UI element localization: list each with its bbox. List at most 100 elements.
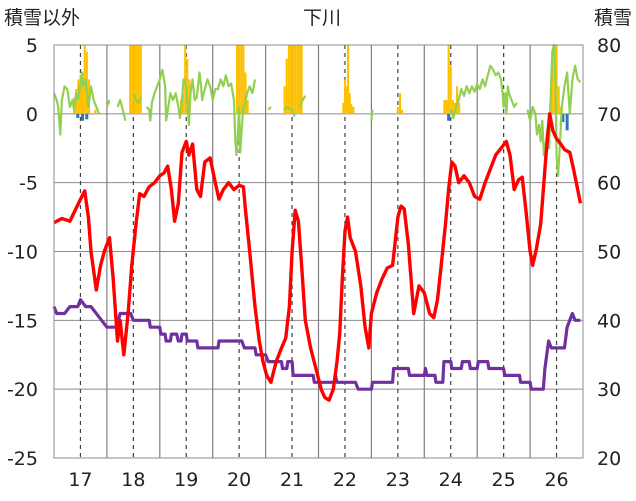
green-series-line xyxy=(52,71,101,136)
x-tick-label: 17 xyxy=(68,469,92,491)
orange-bar xyxy=(396,106,399,114)
orange-bar xyxy=(348,93,351,114)
orange-bar xyxy=(283,86,286,114)
red-series-line xyxy=(53,112,583,402)
left-tick-label: -5 xyxy=(19,173,38,195)
orange-bar xyxy=(184,45,187,114)
green-series-line xyxy=(526,43,582,177)
right-tick-label: 70 xyxy=(597,104,621,126)
orange-bar xyxy=(342,102,345,114)
x-tick-label: 26 xyxy=(544,469,568,491)
x-tick-label: 23 xyxy=(386,469,410,491)
orange-bar xyxy=(289,45,293,114)
orange-bar xyxy=(456,86,459,114)
green-series-line xyxy=(145,68,245,157)
blue-bar xyxy=(81,113,85,121)
orange-bar xyxy=(242,45,245,114)
purple-series xyxy=(52,298,581,391)
right-tick-label: 40 xyxy=(597,310,621,332)
orange-bar xyxy=(345,86,348,114)
orange-bar xyxy=(451,100,454,114)
green-series-line xyxy=(370,109,374,121)
orange-bar xyxy=(294,45,297,114)
orange-bar xyxy=(347,45,350,114)
right-tick-label: 50 xyxy=(597,242,621,264)
x-tick-label: 25 xyxy=(492,469,516,491)
orange-bar xyxy=(139,45,142,114)
x-tick-label: 19 xyxy=(174,469,198,491)
right-tick-label: 20 xyxy=(597,448,621,470)
red-series xyxy=(53,112,583,402)
orange-bar xyxy=(285,58,288,114)
green-series-line xyxy=(105,99,111,108)
orange-bar xyxy=(79,75,82,114)
right-tick-label: 80 xyxy=(597,35,621,57)
left-tick-label: 5 xyxy=(26,35,38,57)
axes xyxy=(53,44,584,459)
green-series-line xyxy=(298,95,307,108)
purple-series-line xyxy=(52,298,581,391)
left-tick-label: -25 xyxy=(7,448,38,470)
orange-bar xyxy=(182,93,185,114)
blue-bar xyxy=(561,113,565,123)
orange-bar xyxy=(557,86,560,114)
orange-bar xyxy=(135,45,138,114)
green-series-line xyxy=(240,79,257,111)
x-tick-label: 24 xyxy=(439,469,463,491)
x-tick-label: 22 xyxy=(333,469,357,491)
orange-bar xyxy=(81,72,84,114)
green-series-line xyxy=(449,64,518,120)
left-tick-label: -10 xyxy=(7,242,38,264)
orange-bar xyxy=(296,45,299,114)
plot-frame xyxy=(53,44,584,459)
orange-bar xyxy=(287,45,290,114)
right-tick-label: 30 xyxy=(597,379,621,401)
left-axis-label: 積雪以外 xyxy=(4,7,80,29)
orange-bar xyxy=(352,106,355,114)
green-series-line xyxy=(132,92,143,104)
orange-bar xyxy=(137,45,140,114)
orange-bar xyxy=(94,109,97,114)
orange-bar xyxy=(246,100,249,114)
right-tick-label: 60 xyxy=(597,173,621,195)
orange-bar xyxy=(551,58,554,114)
orange-bar xyxy=(129,45,132,114)
orange-bar xyxy=(292,45,295,114)
blue-bars xyxy=(76,113,569,131)
orange-bar xyxy=(398,93,402,114)
orange-bar xyxy=(449,65,452,114)
blue-bar xyxy=(85,113,89,120)
blue-bar xyxy=(565,113,569,131)
orange-bar xyxy=(235,45,239,114)
orange-bar xyxy=(343,79,347,114)
orange-bar xyxy=(401,109,404,114)
right-axis-label: 積雪 xyxy=(594,7,632,29)
orange-bar xyxy=(300,45,303,114)
orange-bar xyxy=(244,72,247,114)
left-tick-label: -20 xyxy=(7,379,38,401)
green-series-line xyxy=(116,98,127,121)
left-tick-label: -15 xyxy=(7,310,38,332)
orange-bar xyxy=(240,45,243,114)
x-tick-label: 20 xyxy=(227,469,251,491)
chart-title: 下川 xyxy=(303,7,341,29)
orange-bar xyxy=(447,45,450,114)
blue-bar xyxy=(447,113,451,121)
green-series xyxy=(52,43,582,177)
x-tick-label: 21 xyxy=(280,469,304,491)
orange-bar xyxy=(445,100,448,114)
orange-bar xyxy=(458,102,461,114)
left-tick-label: 0 xyxy=(26,104,38,126)
orange-bar xyxy=(133,45,136,114)
green-series-line xyxy=(283,105,296,117)
orange-bar xyxy=(238,45,241,114)
orange-bar xyxy=(131,45,134,114)
orange-bar xyxy=(350,104,353,114)
green-series-line xyxy=(267,106,272,111)
x-tick-label: 18 xyxy=(121,469,145,491)
orange-bar xyxy=(298,45,301,114)
orange-bar xyxy=(443,100,446,114)
blue-bar xyxy=(76,113,80,118)
